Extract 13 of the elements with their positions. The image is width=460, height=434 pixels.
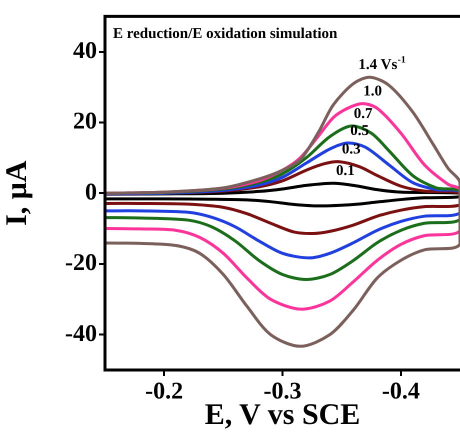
y-axis-title: I, μA [0,160,33,226]
y-tick-label: 0 [85,179,97,206]
series-label: 0.3 [342,142,361,158]
series-label: 1.0 [363,84,382,100]
y-tick-label: 20 [73,108,97,135]
x-tick-label: -0.4 [382,378,420,405]
y-tick-label: -20 [65,250,97,276]
series-label: 0.7 [354,106,374,122]
series-label: 0.1 [336,163,355,180]
y-tick-label: 40 [73,38,97,64]
text: E reduction/E oxidation simulation [113,26,338,42]
y-tick-label: -40 [65,320,97,347]
x-tick-label: -0.2 [145,378,184,405]
